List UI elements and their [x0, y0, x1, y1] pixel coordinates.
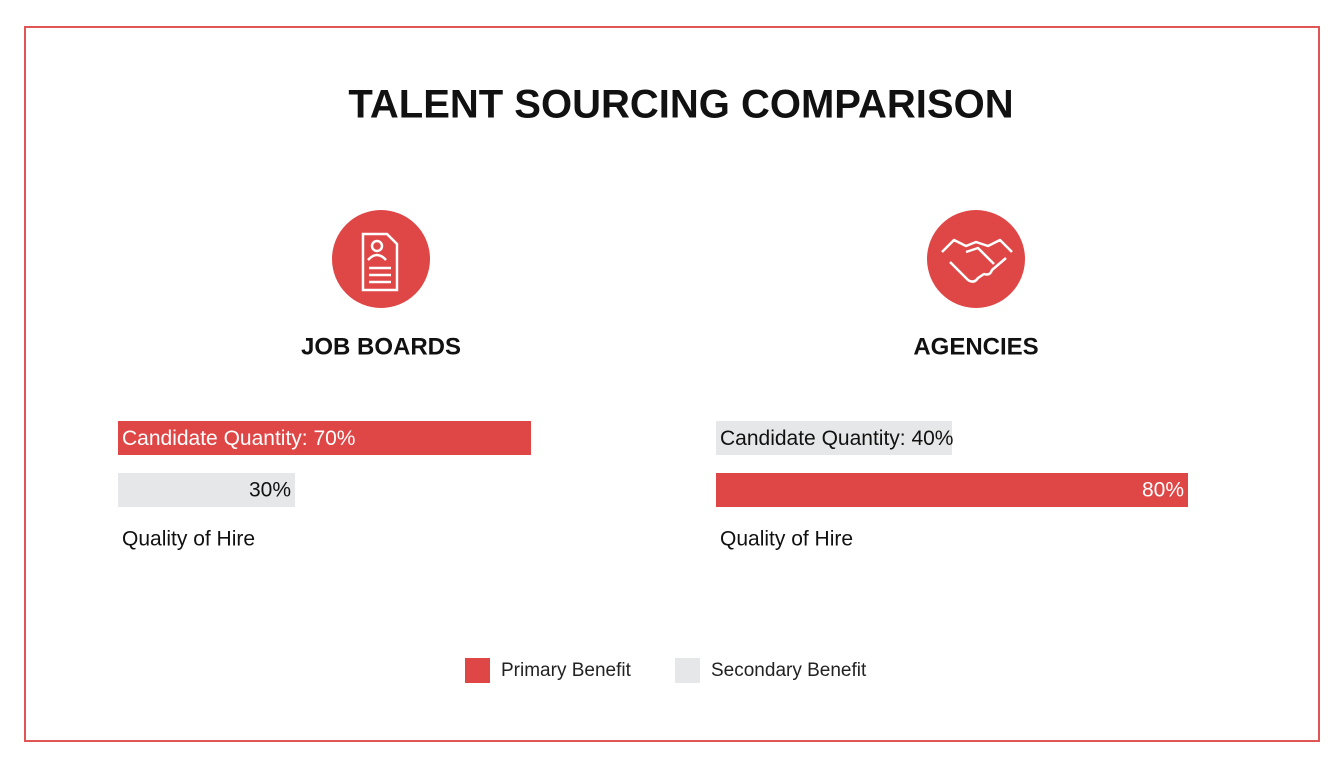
bar-label: Candidate Quantity: 70%	[122, 427, 355, 450]
category-label: Quality of Hire	[122, 528, 255, 551]
value-label: 40%	[911, 427, 953, 450]
doc-icon	[332, 210, 430, 308]
bar	[118, 473, 295, 507]
handshake-icon	[927, 210, 1025, 308]
bar	[118, 421, 531, 455]
bar	[716, 473, 1188, 507]
value-label: 30%	[249, 479, 291, 502]
category-label: Candidate Quantity:	[720, 427, 911, 450]
legend-label: Secondary Benefit	[711, 660, 867, 681]
bar	[716, 421, 952, 455]
panel-title: JOB BOARDS	[301, 333, 461, 360]
title: TALENT SOURCING COMPARISON	[348, 83, 1013, 127]
legend-swatch	[465, 658, 490, 683]
legend-swatch	[675, 658, 700, 683]
category-label: Candidate Quantity:	[122, 427, 313, 450]
bar-label: Candidate Quantity: 40%	[720, 427, 953, 450]
frame	[24, 26, 1320, 742]
value-label: 80%	[1142, 479, 1184, 502]
category-label: Quality of Hire	[720, 528, 853, 551]
value-label: 70%	[313, 427, 355, 450]
legend-label: Primary Benefit	[501, 660, 632, 681]
panel-title: AGENCIES	[913, 333, 1038, 360]
